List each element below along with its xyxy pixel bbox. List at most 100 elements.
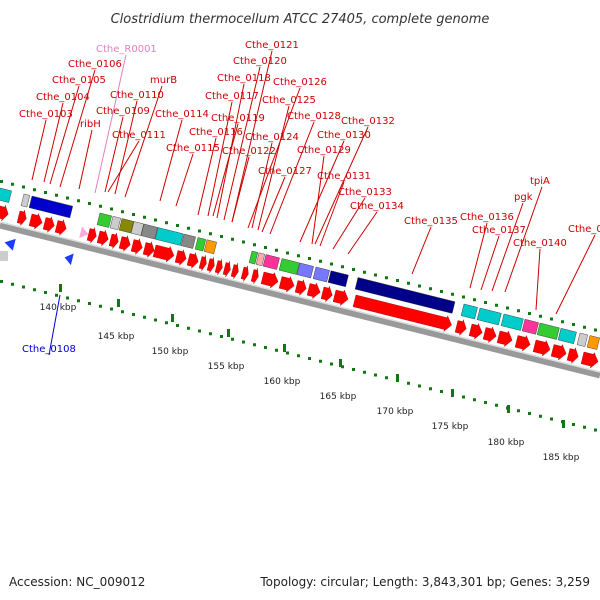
green-dot <box>66 296 69 300</box>
gene-label: Cthe_0132 <box>341 116 395 127</box>
forward-gene-arrow <box>16 209 27 226</box>
gene-label: Cthe_0114 <box>155 109 209 120</box>
forward-gene-arrow <box>550 343 567 361</box>
forward-gene-arrow <box>352 294 452 332</box>
gene-label: Cthe_0109 <box>96 106 150 117</box>
green-dot <box>429 287 432 291</box>
cog-box <box>557 328 577 345</box>
cog-box <box>109 216 122 231</box>
green-dot <box>187 326 190 330</box>
green-dot <box>308 357 311 360</box>
green-dot <box>33 188 36 192</box>
reverse-gene-arrow <box>4 238 16 251</box>
label-leader-line <box>31 119 47 181</box>
green-dot <box>253 343 256 347</box>
gene-label: ribH <box>80 119 101 130</box>
green-dot <box>11 182 14 186</box>
forward-gene-arrow <box>142 241 155 258</box>
cog-box <box>154 227 184 246</box>
green-dot <box>440 290 443 293</box>
gene-label: Cthe_R0001 <box>96 44 157 55</box>
kbp-tick-label: 180 kbp <box>488 438 525 448</box>
gene-label: Cthe_0136 <box>460 212 514 223</box>
forward-gene-arrow <box>294 279 307 296</box>
green-dot <box>594 428 597 432</box>
green-dot <box>572 423 575 426</box>
green-dot <box>253 243 256 247</box>
kbp-tick-label: 170 kbp <box>377 407 414 417</box>
forward-gene-arrow <box>222 261 231 277</box>
gene-label: Cthe_0118 <box>217 73 271 84</box>
label-leader-line <box>175 153 194 207</box>
forward-gene-arrow <box>240 265 249 282</box>
green-dot <box>22 185 25 189</box>
green-dot <box>110 307 113 311</box>
green-dot <box>297 354 300 358</box>
label-leader-line <box>469 222 488 289</box>
green-dot <box>396 279 399 282</box>
green-dot <box>462 295 465 299</box>
forward-gene-arrow <box>214 259 223 275</box>
green-dot <box>121 310 124 314</box>
forward-gene-arrow <box>468 322 483 340</box>
green-dot <box>330 262 333 266</box>
green-dot <box>132 213 135 216</box>
cog-box <box>327 270 349 288</box>
cog-box <box>500 313 524 331</box>
cog-box <box>460 303 478 320</box>
gene-label: Cthe_0105 <box>52 75 106 86</box>
label-leader-line <box>504 186 543 293</box>
forward-gene-arrow <box>532 339 551 357</box>
label-leader-line <box>261 176 286 233</box>
label-leader-line <box>347 211 378 255</box>
cog-box <box>203 239 217 255</box>
green-dot <box>572 323 575 326</box>
kbp-tick <box>227 329 230 337</box>
cog-box <box>20 193 31 208</box>
green-dot <box>330 362 333 366</box>
green-dot <box>484 401 487 404</box>
cog-color-track <box>0 187 600 350</box>
gene-label: Cthe_0121 <box>245 40 299 51</box>
green-dot <box>418 384 421 388</box>
forward-gene-arrow <box>580 351 599 369</box>
kbp-tick-label: 150 kbp <box>152 347 189 357</box>
green-dot <box>55 293 58 297</box>
label-leader-line <box>311 155 325 245</box>
gene-label: Cthe_0126 <box>273 77 327 88</box>
green-dot <box>341 265 344 269</box>
kbp-tick-label: 185 kbp <box>543 453 580 463</box>
kbp-tick <box>396 374 399 382</box>
green-dot <box>11 282 14 286</box>
cog-box <box>262 254 280 270</box>
gene-label: Cthe_0129 <box>297 145 351 156</box>
green-dot <box>341 365 344 369</box>
green-dot <box>462 395 465 399</box>
green-dot <box>176 224 179 227</box>
label-leader-line <box>555 234 596 315</box>
cog-box <box>96 212 112 228</box>
green-dot <box>550 417 553 421</box>
gene-label: Cthe_0116 <box>189 127 243 138</box>
kbp-tick-label: 165 kbp <box>320 392 357 402</box>
green-dot <box>88 202 91 205</box>
gene-label: Cthe_0137 <box>472 225 526 236</box>
kbp-tick-label: 145 kbp <box>98 332 135 342</box>
green-dot <box>66 196 69 200</box>
green-dot <box>0 180 3 183</box>
forward-gene-arrow <box>206 257 215 273</box>
gene-label: Cthe_0122 <box>222 146 276 157</box>
forward-gene-arrow <box>186 252 199 269</box>
forward-gene-arrow <box>108 232 119 249</box>
kbp-tick <box>507 405 510 413</box>
label-leader-line <box>212 123 239 217</box>
green-dot <box>22 285 25 289</box>
green-dot <box>561 320 564 324</box>
label-leader-line <box>251 142 273 229</box>
gene-label: murB <box>150 75 177 86</box>
kbp-tick <box>171 314 174 322</box>
gene-labels: Cthe_R0001 Cthe_0121 Cthe_0106 Cthe_0120 Cth… <box>19 40 600 355</box>
label-leader-line <box>491 202 524 292</box>
green-dotted-track-lower <box>0 280 597 432</box>
